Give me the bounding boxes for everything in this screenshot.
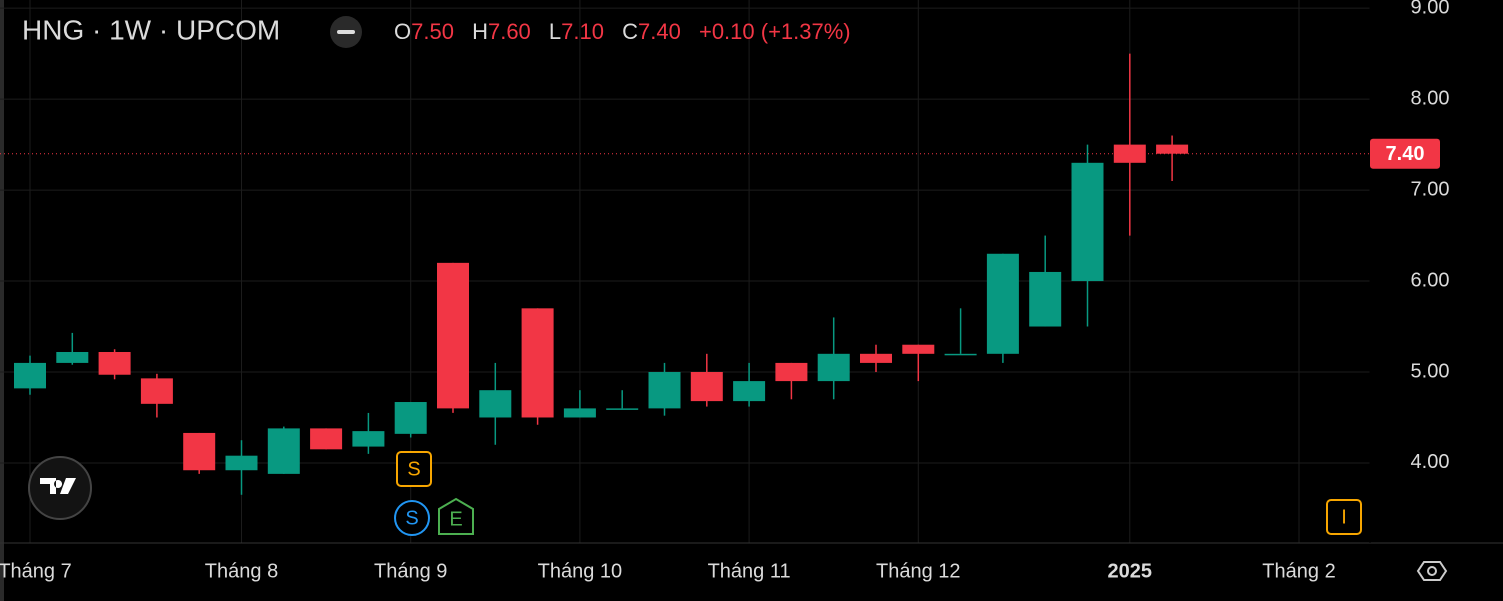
candle-body: [1071, 162, 1104, 282]
event-marker[interactable]: [1326, 499, 1362, 535]
candle-body: [1113, 144, 1146, 163]
y-tick-label: 4.00: [1411, 451, 1450, 473]
symbol: HNG · 1W · UPCOM: [22, 14, 280, 45]
candle-body: [267, 428, 300, 474]
candle-body: [394, 402, 427, 434]
event-label: E: [449, 508, 462, 530]
event-marker[interactable]: [394, 500, 430, 536]
o-value: 7.50: [411, 19, 454, 44]
candle-body: [690, 372, 723, 402]
candle-body: [521, 308, 554, 418]
candle-body: [140, 378, 173, 404]
event-marker[interactable]: [438, 497, 474, 535]
y-tick-label: 6.00: [1411, 269, 1450, 291]
candle-body: [648, 372, 681, 409]
x-tick-label: Tháng 9: [374, 560, 447, 582]
candle-body: [944, 353, 977, 356]
event-label: S: [405, 507, 418, 529]
y-tick-label: 7.00: [1411, 178, 1450, 200]
price-tag-label: 7.40: [1386, 143, 1425, 165]
collapse-icon: [337, 30, 355, 34]
event-label: I: [1341, 506, 1347, 528]
candle-body: [563, 408, 596, 418]
candle-body: [14, 362, 46, 389]
logo-glyph: [40, 478, 76, 494]
price-tag: [1370, 138, 1440, 169]
ohlc: O7.50 H7.60 L7.10 C7.40 +0.10 (+1.37%): [394, 19, 851, 44]
candle-body: [310, 428, 343, 450]
l-label: L: [549, 19, 561, 44]
h-label: H: [472, 19, 488, 44]
x-tick-label: Tháng 7: [0, 560, 72, 582]
logo[interactable]: [28, 456, 92, 520]
grid: [0, 0, 1370, 543]
candle-body: [1029, 271, 1062, 327]
c-value: 7.40: [638, 19, 681, 44]
y-tick-label: 8.00: [1411, 87, 1450, 109]
candle-body: [606, 408, 639, 410]
candle-body: [986, 253, 1019, 354]
y-tick-label: 5.00: [1411, 360, 1450, 382]
candle-body: [775, 362, 808, 382]
event-label: S: [407, 458, 420, 480]
x-tick-label: Tháng 10: [538, 560, 623, 582]
candle-body: [817, 353, 850, 382]
candle-body: [183, 432, 216, 471]
c-label: C: [622, 19, 638, 44]
candle-body: [733, 381, 766, 402]
h-value: 7.60: [488, 19, 531, 44]
candle-body: [225, 455, 258, 471]
candle-body: [902, 344, 935, 354]
event-marker[interactable]: [396, 451, 432, 487]
candle-body: [56, 351, 89, 363]
o-label: O: [394, 19, 411, 44]
x-tick-label: Tháng 11: [708, 560, 791, 582]
candle-body: [437, 262, 469, 409]
candle-body: [98, 351, 131, 375]
y-tick-label: 9.00: [1411, 0, 1450, 18]
candle-body: [1156, 144, 1189, 154]
candle-body: [479, 390, 512, 418]
left-border: [0, 0, 4, 601]
x-tick-label: Tháng 2: [1262, 560, 1335, 582]
x-tick-label: 2025: [1108, 560, 1153, 582]
settings-button[interactable]: [1416, 561, 1448, 581]
candles: [14, 53, 1189, 495]
change: +0.10 (+1.37%): [699, 19, 851, 44]
x-tick-label: Tháng 12: [876, 560, 961, 582]
settings-icon: [1427, 566, 1437, 576]
candle-body: [860, 353, 892, 363]
x-tick-label: Tháng 8: [205, 560, 278, 582]
l-value: 7.10: [561, 19, 604, 44]
candle-body: [352, 431, 385, 447]
